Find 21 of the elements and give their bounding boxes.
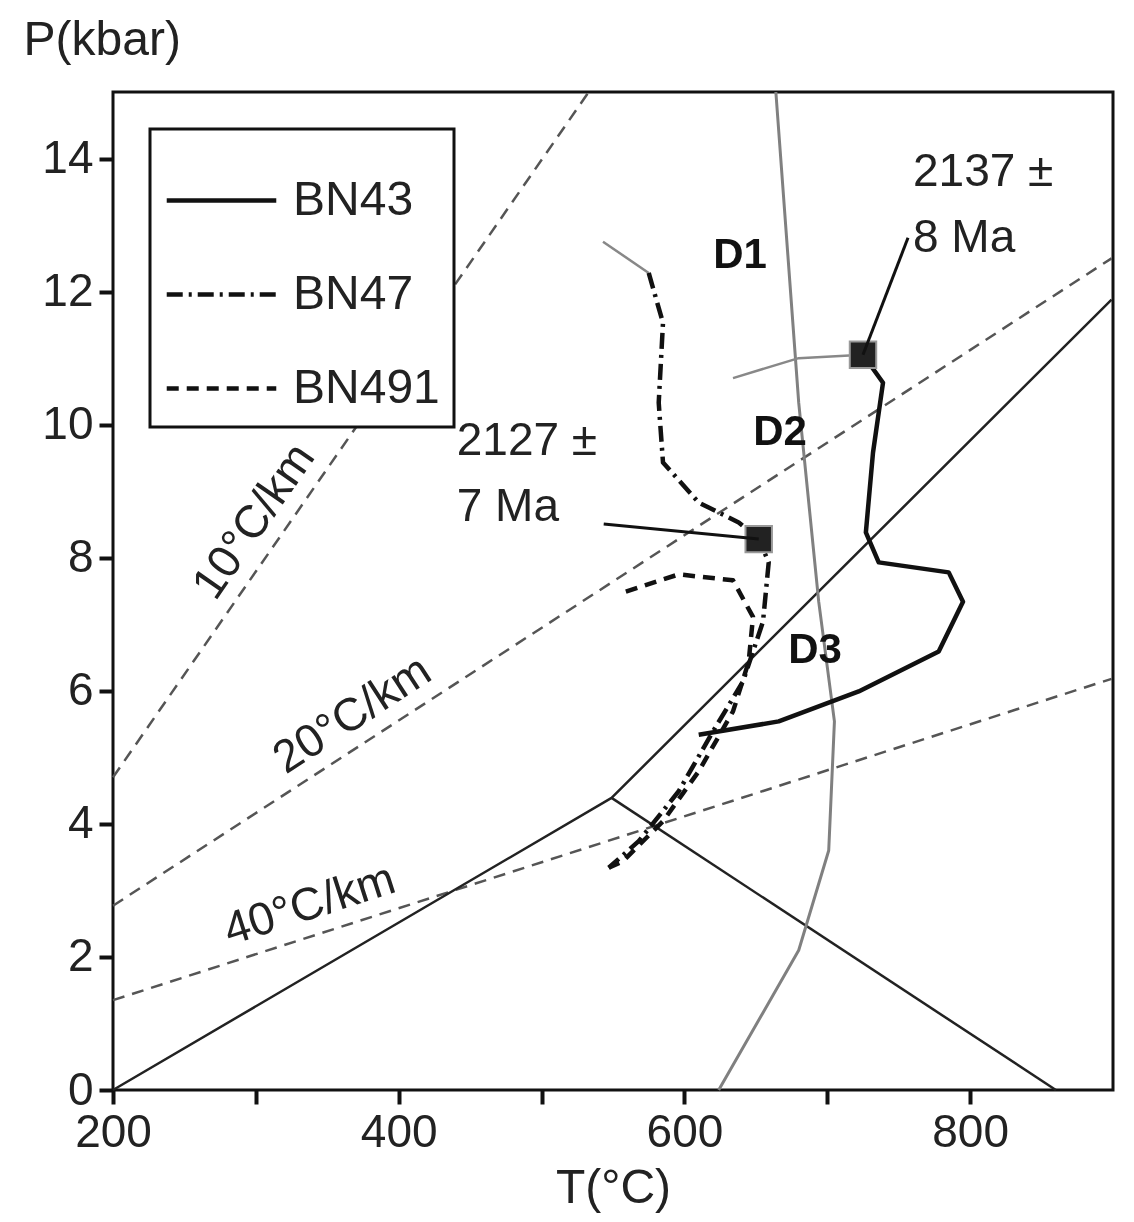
- annotation: 2127 ± 7 Ma: [456, 413, 598, 532]
- y-axis-title: P(kbar): [23, 11, 181, 65]
- x-tick-label: 400: [360, 1104, 438, 1157]
- y-tick-label: 4: [67, 796, 94, 849]
- y-tick-label: 12: [42, 264, 94, 317]
- y-tick-label: 10: [42, 397, 94, 450]
- x-tick-label: 800: [932, 1104, 1010, 1157]
- legend-label: BN491: [293, 359, 440, 413]
- y-tick-label: 8: [67, 530, 94, 583]
- x-axis-title: T(°C): [555, 1159, 672, 1213]
- annotation: D2: [753, 407, 807, 454]
- y-tick-label: 14: [42, 131, 94, 184]
- y-tick-label: 2: [67, 929, 94, 982]
- annotation: 40°C/km: [216, 851, 402, 956]
- x-tick-label: 600: [646, 1104, 724, 1157]
- y-tick-label: 6: [67, 663, 94, 716]
- legend-label: BN43: [293, 171, 414, 225]
- legend-label: BN47: [293, 265, 414, 319]
- annotation: D1: [713, 230, 767, 277]
- annotation: D3: [788, 625, 842, 672]
- annotation: 2137 ± 8 Ma: [913, 143, 1054, 262]
